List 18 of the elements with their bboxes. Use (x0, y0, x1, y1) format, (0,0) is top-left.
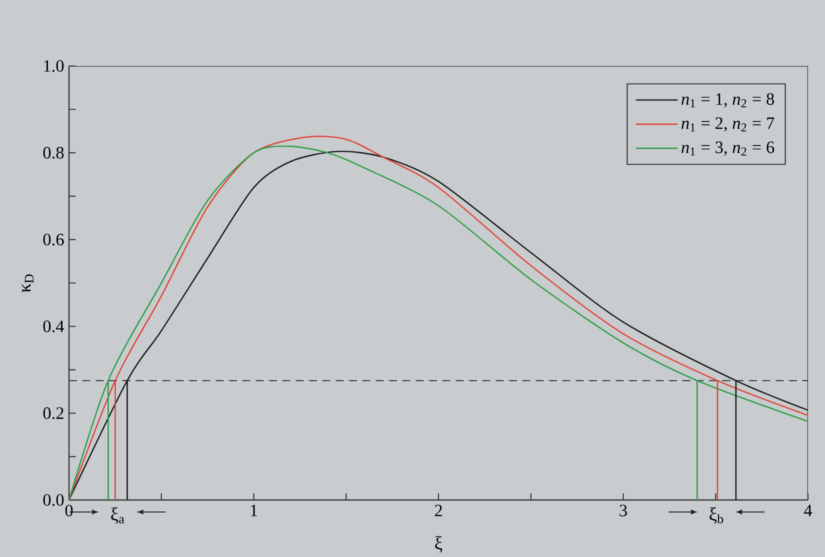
x-tick-label: 2 (434, 504, 442, 516)
y-tick-label: 1.0 (44, 60, 64, 72)
x-tick-label: 1 (250, 504, 258, 516)
y-tick-label: 0.8 (43, 146, 64, 159)
y-tick-label: 0.6 (43, 234, 64, 246)
y-tick-label: 0.2 (43, 407, 64, 420)
x-tick-label: 4 (804, 504, 812, 516)
text: ξ$_{b}$ (710, 507, 724, 524)
y-tick-label: 0.0 (43, 494, 64, 506)
x-tick-label: 0 (65, 504, 73, 516)
x-tick-label: 3 (620, 504, 627, 516)
text: ξ$_{a}$ (111, 507, 124, 524)
y-tick-label: 0.4 (43, 320, 64, 332)
legend-label: n$_{1}$ = 1, n$_{2}$ = 8 (682, 93, 774, 108)
y-axis-title: κ$_{D}$ (22, 274, 34, 292)
legend-label: n$_{1}$ = 2, n$_{2}$ = 7 (682, 117, 774, 132)
legend-label: n$_{1}$ = 3, n$_{2}$ = 6 (682, 142, 774, 156)
x-axis-title: ξ (435, 536, 442, 553)
